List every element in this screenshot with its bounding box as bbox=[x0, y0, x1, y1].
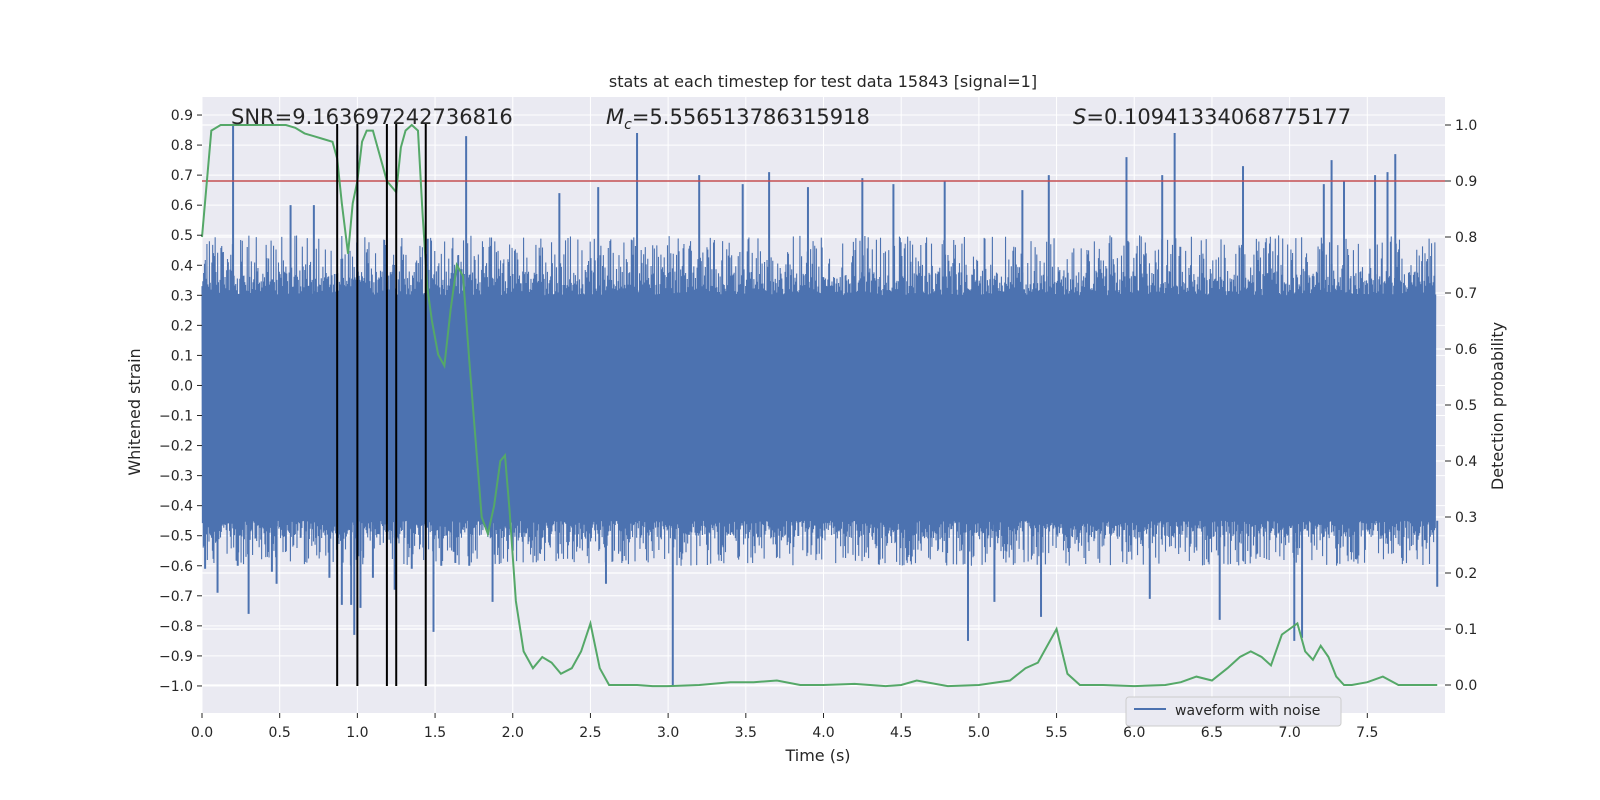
y-left-tick-label: −0.7 bbox=[159, 589, 193, 605]
y-left-tick-label: −0.2 bbox=[159, 439, 193, 455]
legend-box bbox=[1125, 696, 1342, 727]
chirp-mass-annotation: Mc=5.556513786315918 bbox=[606, 105, 870, 133]
x-tick-label: 1.0 bbox=[346, 725, 368, 741]
y-left-tick-label: 0.0 bbox=[171, 378, 193, 394]
x-tick-label: 6.0 bbox=[1123, 725, 1145, 741]
y-right-tick-label: 0.5 bbox=[1455, 398, 1477, 414]
waveform-line bbox=[201, 235, 1437, 566]
x-tick-label: 2.0 bbox=[502, 725, 524, 741]
y-right-axis-ticks: 1.0 0.9 0.8 0.7 0.6 0.5 0.4 0.3 0.2 0.1 0.0 bbox=[1445, 118, 1477, 694]
waveform-core-band bbox=[202, 295, 1436, 521]
y-right-tick-label: 0.6 bbox=[1455, 342, 1477, 358]
y-left-tick-label: 0.6 bbox=[171, 198, 193, 214]
y-left-axis-label: Whitened strain bbox=[125, 348, 144, 475]
x-tick-label: 2.5 bbox=[579, 725, 601, 741]
y-left-tick-label: 0.3 bbox=[171, 288, 193, 304]
x-tick-label: 5.0 bbox=[968, 725, 990, 741]
x-axis-ticks: 0.0 0.5 1.0 1.5 2.0 2.5 3.0 3.5 4.0 4.5 5.0 5.5 6.0 6… bbox=[191, 713, 1378, 741]
y-left-tick-label: −0.8 bbox=[159, 619, 193, 635]
y-right-tick-label: 0.1 bbox=[1455, 622, 1477, 638]
waveform-series bbox=[201, 124, 1439, 686]
x-tick-label: 0.0 bbox=[191, 725, 213, 741]
y-right-tick-label: 0.3 bbox=[1455, 510, 1477, 526]
x-tick-label: 7.5 bbox=[1356, 725, 1378, 741]
s-value: =0.10941334068775177 bbox=[1086, 105, 1351, 129]
y-left-tick-label: −1.0 bbox=[159, 679, 193, 695]
snr-annotation: SNR=9.163697242736816 bbox=[231, 105, 513, 129]
y-left-tick-label: 0.9 bbox=[171, 108, 193, 124]
x-tick-label: 0.5 bbox=[269, 725, 291, 741]
y-left-tick-label: −0.3 bbox=[159, 469, 193, 485]
x-axis-label: Time (s) bbox=[784, 746, 850, 765]
y-right-tick-label: 0.2 bbox=[1455, 566, 1477, 582]
x-tick-label: 4.0 bbox=[812, 725, 834, 741]
y-left-tick-label: 0.7 bbox=[171, 168, 193, 184]
s-symbol: S bbox=[1073, 105, 1086, 129]
x-tick-label: 5.5 bbox=[1045, 725, 1067, 741]
x-tick-label: 1.5 bbox=[424, 725, 446, 741]
y-left-tick-label: −0.4 bbox=[159, 499, 193, 515]
vertical-markers bbox=[336, 124, 427, 686]
s-annotation: S=0.10941334068775177 bbox=[1073, 105, 1351, 129]
y-left-tick-label: −0.1 bbox=[159, 409, 193, 425]
y-right-tick-label: 1.0 bbox=[1455, 118, 1477, 134]
legend-label-waveform: waveform with noise bbox=[1175, 703, 1320, 719]
y-left-tick-label: 0.8 bbox=[171, 138, 193, 154]
y-left-tick-label: −0.9 bbox=[159, 649, 193, 665]
chirp-mass-subscript: c bbox=[624, 117, 632, 133]
y-right-tick-label: 0.8 bbox=[1455, 230, 1477, 246]
y-left-tick-label: 0.1 bbox=[171, 348, 193, 364]
chart-title: stats at each timestep for test data 158… bbox=[609, 72, 1037, 91]
x-tick-label: 4.5 bbox=[890, 725, 912, 741]
x-tick-label: 7.0 bbox=[1278, 725, 1300, 741]
y-right-axis-label: Detection probability bbox=[1488, 322, 1507, 490]
x-tick-label: 6.5 bbox=[1201, 725, 1223, 741]
y-right-tick-label: 0.7 bbox=[1455, 286, 1477, 302]
y-right-tick-label: 0.0 bbox=[1455, 678, 1477, 694]
legend: waveform with noise bbox=[1125, 696, 1342, 727]
y-right-tick-label: 0.9 bbox=[1455, 174, 1477, 190]
y-left-axis-ticks: 0.9 0.8 0.7 0.6 0.5 0.4 0.3 0.2 0.1 0.0 −0.1 −0.2 −0… bbox=[159, 108, 202, 695]
y-left-tick-label: 0.5 bbox=[171, 228, 193, 244]
y-right-tick-label: 0.4 bbox=[1455, 454, 1477, 470]
y-left-tick-label: −0.5 bbox=[159, 529, 193, 545]
probability-line bbox=[201, 123, 1438, 688]
y-left-tick-label: −0.6 bbox=[159, 559, 193, 575]
x-tick-label: 3.5 bbox=[735, 725, 757, 741]
y-left-tick-label: 0.2 bbox=[171, 318, 193, 334]
chirp-mass-symbol: M bbox=[606, 105, 624, 129]
x-tick-label: 3.0 bbox=[657, 725, 679, 741]
y-left-tick-label: 0.4 bbox=[171, 258, 193, 274]
probability-series bbox=[201, 123, 1438, 688]
chirp-mass-value: =5.556513786315918 bbox=[632, 105, 870, 129]
